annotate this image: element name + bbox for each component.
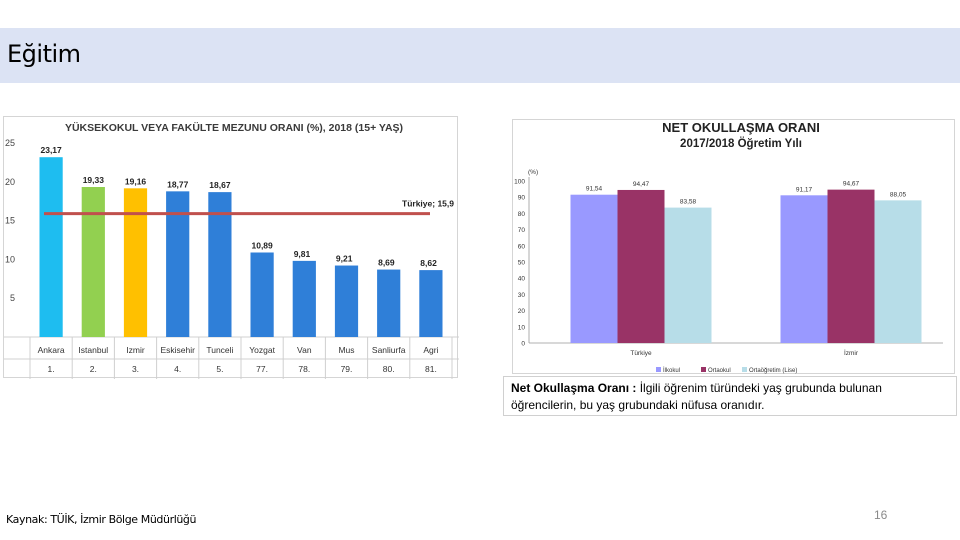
chart2-title: NET OKULLAŞMA ORANI — [662, 120, 820, 135]
source-note: Kaynak: TÜİK, İzmir Bölge Müdürlüğü — [6, 513, 197, 526]
chart2-category-label: İzmir — [844, 348, 859, 357]
chart1-rank-label: 81. — [425, 364, 437, 374]
chart1-bar — [166, 191, 190, 337]
chart1-value-label: 10,89 — [251, 240, 273, 250]
chart2-bar — [827, 189, 875, 343]
chart2-legend-swatch — [701, 367, 706, 372]
chart1-rank-label: 79. — [341, 364, 353, 374]
chart1-value-label: 9,81 — [294, 249, 311, 259]
chart1-rank-label: 80. — [383, 364, 395, 374]
chart1-bar — [208, 192, 232, 337]
chart2-y-tick: 50 — [518, 260, 526, 267]
chart2-legend-label: Ortaöğretim (Lise) — [749, 368, 797, 374]
chart1-category-label: Van — [297, 345, 312, 355]
chart1-y-tick: 20 — [5, 177, 15, 187]
graduate-rate-chart-svg: YÜKSEKOKUL VEYA FAKÜLTE MEZUNU ORANI (%)… — [4, 121, 459, 379]
chart2-y-tick: 100 — [514, 179, 525, 186]
chart1-rank-label: 2. — [90, 364, 97, 374]
page-number: 16 — [874, 508, 888, 522]
chart2-value-label: 83,58 — [680, 199, 697, 206]
chart2-value-label: 94,47 — [633, 181, 650, 188]
definition-term: Net Okullaşma Oranı : — [511, 381, 637, 395]
chart2-value-label: 94,67 — [843, 181, 860, 188]
chart1-category-label: Tunceli — [206, 345, 233, 355]
chart1-value-label: 23,17 — [40, 145, 62, 155]
chart2-subtitle: 2017/2018 Öğretim Yılı — [680, 137, 802, 150]
chart1-bar — [419, 270, 443, 337]
chart1-category-label: Mus — [338, 345, 354, 355]
chart1-category-label: Yozgat — [249, 345, 275, 355]
chart2-y-tick: 70 — [518, 227, 526, 234]
chart1-value-label: 18,67 — [209, 180, 231, 190]
chart1-rank-label: 1. — [48, 364, 55, 374]
chart2-bar — [570, 194, 618, 343]
chart1-rank-label: 3. — [132, 364, 139, 374]
chart1-bar — [377, 269, 401, 337]
enrollment-rate-chart-svg: NET OKULLAŞMA ORANI 2017/2018 Öğretim Yıl… — [514, 120, 943, 374]
chart2-y-axis-label: (%) — [528, 169, 538, 176]
chart1-rank-label: 78. — [298, 364, 310, 374]
chart2-y-tick: 10 — [518, 324, 526, 331]
chart2-y-tick: 40 — [518, 276, 526, 283]
chart1-bar — [39, 157, 63, 337]
chart1-y-tick: 5 — [10, 293, 15, 303]
chart2-category-label: Türkiye — [630, 350, 652, 357]
chart1-bar — [250, 252, 274, 337]
chart1-category-label: Istanbul — [78, 345, 108, 355]
chart1-y-tick: 15 — [5, 216, 15, 226]
definition-box: Net Okullaşma Oranı : İlgili öğrenim tür… — [503, 376, 957, 416]
chart1-category-label: Ankara — [38, 345, 65, 355]
chart1-rank-label: 77. — [256, 364, 268, 374]
chart1-rank-label: 4. — [174, 364, 181, 374]
chart1-bar — [81, 186, 105, 337]
chart1-y-tick: 25 — [5, 138, 15, 148]
chart2-value-label: 91,54 — [586, 186, 603, 193]
chart2-bar — [617, 189, 665, 343]
chart1-value-label: 19,16 — [125, 176, 147, 186]
chart2-y-tick: 30 — [518, 292, 526, 299]
graduate-rate-chart: YÜKSEKOKUL VEYA FAKÜLTE MEZUNU ORANI (%)… — [3, 116, 459, 379]
chart2-legend-swatch — [656, 367, 661, 372]
chart1-y-tick: 10 — [5, 254, 15, 264]
chart1-bar — [334, 265, 359, 337]
chart1-value-label: 8,69 — [378, 258, 395, 268]
chart1-bar — [123, 188, 148, 337]
chart2-value-label: 91,17 — [796, 186, 813, 193]
chart1-value-label: 8,62 — [420, 258, 437, 268]
page-title: Eğitim — [7, 40, 81, 68]
chart1-category-label: Eskisehir — [160, 345, 195, 355]
chart1-value-label: 19,33 — [83, 175, 105, 185]
chart2-value-label: 88,05 — [890, 191, 907, 198]
chart1-category-label: Sanliurfa — [372, 345, 406, 355]
chart1-value-label: 9,21 — [336, 254, 353, 264]
chart2-bar — [874, 200, 922, 343]
chart2-y-tick: 60 — [518, 243, 526, 250]
chart2-y-tick: 20 — [518, 308, 526, 315]
chart1-bar — [292, 260, 316, 337]
chart1-rank-label: 5. — [216, 364, 223, 374]
definition-text: İlgili öğrenim türündeki yaş grubunda bu… — [511, 381, 882, 412]
chart2-y-tick: 80 — [518, 211, 526, 218]
chart2-bar — [780, 195, 828, 343]
chart1-category-label: Izmir — [126, 345, 145, 355]
header-band — [0, 28, 960, 83]
chart2-y-tick: 0 — [521, 341, 525, 348]
enrollment-rate-chart: NET OKULLAŞMA ORANI 2017/2018 Öğretim Yıl… — [512, 119, 955, 374]
chart2-bar — [664, 207, 712, 343]
chart2-legend-swatch — [742, 367, 747, 372]
chart1-title: YÜKSEKOKUL VEYA FAKÜLTE MEZUNU ORANI (%)… — [65, 121, 403, 134]
chart1-reference-label: Türkiye; 15,9 — [402, 199, 454, 209]
chart2-legend-label: İlkokul — [663, 367, 680, 374]
chart2-legend-label: Ortaokul — [708, 368, 731, 374]
chart1-value-label: 18,77 — [167, 179, 189, 189]
chart2-y-tick: 90 — [518, 195, 526, 202]
chart1-category-label: Agri — [423, 345, 438, 355]
